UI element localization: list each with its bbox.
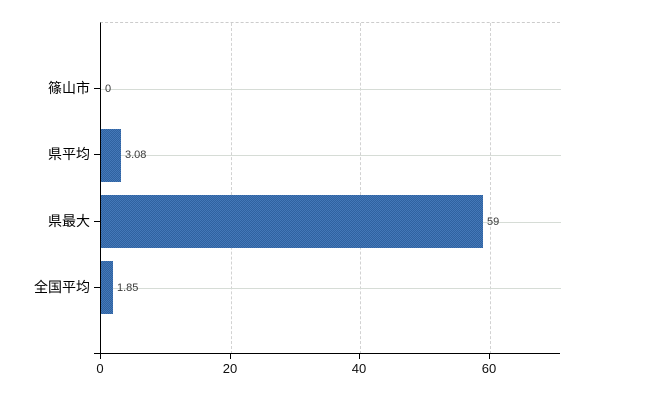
y-tick-mark [94,221,100,222]
plot-area: 0 3.08 59 1.85 [100,22,561,354]
x-tick-label: 0 [96,361,104,376]
y-tick-mark [94,88,100,89]
x-tick-label: 60 [481,361,497,376]
h-gridline [101,288,561,289]
bar [101,261,113,314]
category-label: 全国平均 [34,279,90,295]
x-axis-line [94,353,560,354]
v-gridline [231,23,232,354]
y-tick-mark [94,287,100,288]
v-gridline [360,23,361,354]
x-tick-label: 40 [351,361,367,376]
bar-value-label: 0 [105,83,112,95]
bar [101,129,121,182]
category-label: 県平均 [48,146,90,162]
x-tick-mark [359,354,360,359]
bar-value-label: 1.85 [117,282,139,294]
x-tick-mark [489,354,490,359]
x-tick-mark [230,354,231,359]
bar-value-label: 3.08 [125,149,147,161]
h-gridline [101,89,561,90]
bar-value-label: 59 [487,216,500,228]
h-gridline [101,155,561,156]
bar [101,195,483,248]
x-tick-label: 20 [222,361,238,376]
x-tick-mark [100,354,101,359]
y-tick-mark [94,154,100,155]
category-label: 県最大 [48,213,90,229]
category-label: 篠山市 [48,80,90,96]
v-gridline [490,23,491,354]
